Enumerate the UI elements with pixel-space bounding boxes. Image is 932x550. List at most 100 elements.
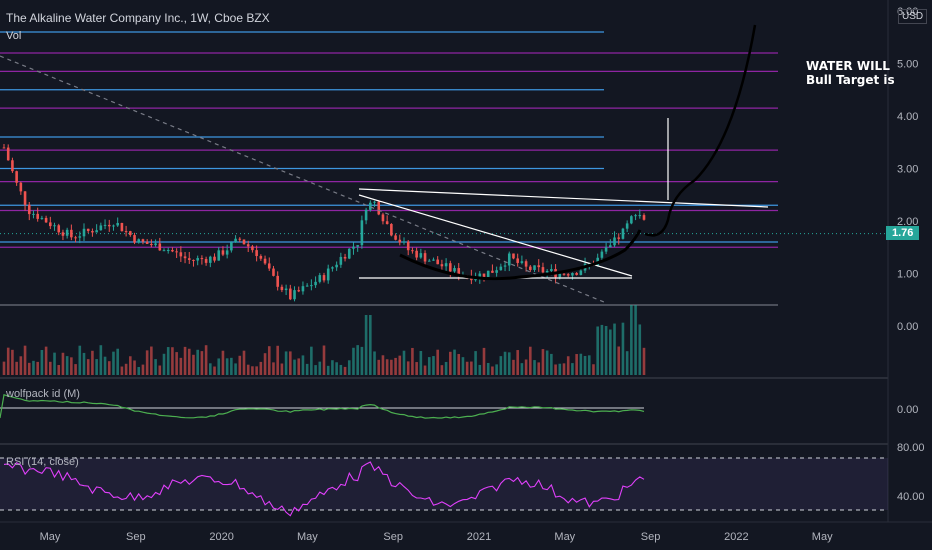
candle-body [297, 290, 301, 292]
volume-bar [166, 347, 170, 375]
candle-body [444, 263, 448, 267]
candle-body [524, 261, 528, 267]
candle-body [86, 228, 90, 231]
volume-bar [145, 350, 149, 375]
volume-bar [57, 365, 61, 375]
volume-bar [217, 358, 221, 375]
volume-bar [432, 356, 435, 375]
candle-body [432, 259, 435, 261]
candle-body [91, 230, 94, 233]
volume-bar [364, 315, 368, 375]
volume-bar [415, 362, 418, 375]
volume-bar [343, 366, 347, 375]
volume-bar [385, 359, 389, 375]
volume-bar [141, 364, 145, 375]
volume-bar [40, 349, 44, 375]
volume-legend-label[interactable]: Vol [6, 30, 22, 42]
volume-bar [499, 356, 503, 375]
volume-bar [520, 363, 524, 375]
candle-body [267, 263, 271, 269]
candle-body [529, 266, 532, 270]
candle-body [566, 274, 570, 276]
volume-bar [209, 363, 212, 375]
candle-body [457, 268, 461, 277]
candle-body [272, 268, 275, 276]
candle-body [129, 231, 132, 236]
candle-body [175, 251, 178, 253]
volume-bar [280, 363, 284, 375]
candle-body [617, 237, 621, 239]
candle-body [478, 273, 482, 279]
candle-body [107, 224, 111, 227]
volume-bar [310, 346, 313, 375]
candle-body [209, 256, 212, 263]
volume-bar [427, 357, 431, 375]
rsi-legend-label[interactable]: RSI (14, close) [6, 456, 79, 468]
candle-body [406, 241, 410, 251]
volume-bar [11, 349, 14, 375]
volume-bar [318, 361, 322, 375]
volume-bar [150, 346, 153, 375]
time-tick-label: 2022 [724, 531, 748, 543]
candle-body [225, 250, 229, 255]
volume-bar [390, 359, 393, 375]
volume-bar [335, 362, 338, 375]
volume-bar [596, 326, 599, 375]
candle-body [512, 253, 515, 259]
volume-bar [562, 363, 566, 375]
volume-bar [326, 365, 330, 375]
candle-body [44, 217, 48, 223]
volume-bar [587, 355, 591, 375]
time-tick-label: 2020 [209, 531, 233, 543]
candle-body [436, 259, 439, 265]
volume-bar [297, 358, 301, 375]
volume-bar [234, 363, 237, 375]
volume-bar [566, 356, 570, 375]
volume-bar [331, 360, 334, 375]
volume-bar [583, 355, 587, 375]
volume-bar [251, 366, 254, 375]
volume-bar [230, 357, 233, 375]
candle-body [263, 258, 267, 264]
candle-body [356, 245, 359, 247]
volume-bar [246, 364, 250, 375]
currency-label[interactable]: USD [898, 9, 928, 24]
volume-bar [36, 361, 39, 375]
candle-body [238, 238, 242, 240]
volume-bar [461, 357, 465, 375]
wolfpack-legend-label[interactable]: wolfpack id (M) [6, 388, 80, 400]
candle-body [369, 202, 372, 210]
candle-body [289, 288, 292, 300]
candle-body [187, 258, 191, 260]
candle-body [423, 253, 427, 262]
symbol-title[interactable]: The Alkaline Water Company Inc., 1W, Cbo… [6, 11, 270, 25]
candle-body [255, 250, 258, 257]
volume-bar [32, 360, 35, 375]
candle-body [419, 253, 423, 258]
candle-body [145, 241, 149, 244]
candle-body [630, 216, 633, 224]
volume-bar [107, 361, 111, 375]
volume-bar [44, 346, 48, 375]
volume-bar [53, 352, 56, 375]
volume-bar [242, 350, 246, 375]
candle-body [179, 252, 183, 257]
candle-body [499, 266, 503, 271]
volume-bar [263, 353, 267, 375]
volume-bar [49, 361, 52, 375]
volume-bar [284, 351, 288, 375]
volume-bar [554, 364, 557, 375]
rsi-tick-label: 80.00 [897, 442, 925, 454]
candle-body [242, 239, 246, 245]
price-tick-label: 1.00 [897, 269, 918, 281]
candle-body [390, 224, 393, 236]
candle-body [609, 245, 612, 248]
volume-bar [381, 355, 385, 375]
volume-bar [78, 345, 82, 375]
candle-body [335, 264, 338, 268]
candle-body [133, 235, 136, 243]
price-tick-label: 0.00 [897, 321, 918, 333]
candle-body [192, 259, 195, 261]
price-tick-label: 5.00 [897, 59, 918, 71]
